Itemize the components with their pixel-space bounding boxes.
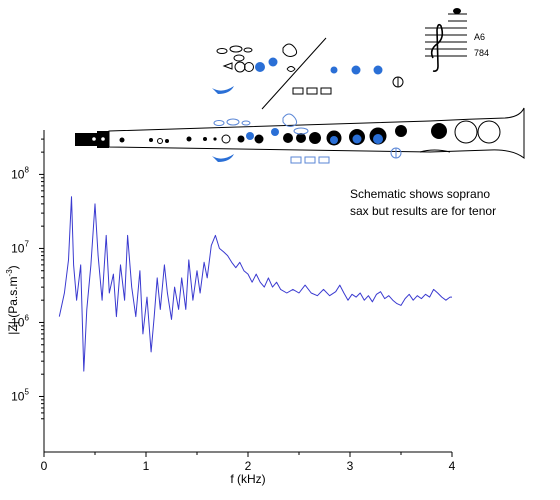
y-tick-exponent: 7	[24, 239, 29, 248]
y-tick-label: 108	[11, 165, 29, 181]
octave-key-lower	[212, 154, 234, 162]
note-head-icon	[453, 8, 461, 14]
diagonal-divider	[261, 37, 327, 110]
x-tick-label: 2	[245, 459, 252, 473]
reference-keys	[213, 113, 402, 164]
x-tick-label: 0	[41, 459, 48, 473]
key-blue-3	[330, 66, 338, 74]
key-blue-1	[255, 62, 265, 72]
y-tick-exponent: 5	[24, 387, 29, 396]
y-axis-title: |Z| (Pa.s.m-3)	[5, 265, 20, 334]
annotation-line-1: Schematic shows soprano	[350, 187, 490, 201]
staff-lines	[425, 13, 467, 57]
y-tick-label: 106	[11, 313, 29, 329]
x-tick-label: 4	[449, 459, 456, 473]
note-frequency: 784	[474, 48, 489, 58]
y-tick-base: 10	[11, 241, 25, 255]
impedance-line	[58, 196, 452, 372]
plot-area	[58, 196, 452, 372]
x-axis-title: f (kHz)	[230, 472, 265, 486]
y-tick-base: 10	[11, 167, 25, 181]
note-name: A6	[474, 32, 485, 42]
x-tick-label: 1	[143, 459, 150, 473]
mouthpiece	[75, 131, 109, 148]
annotation-line-2: sax but results are for tenor	[350, 204, 496, 218]
sax-schematic	[75, 37, 525, 164]
y-tick-exponent: 6	[24, 313, 29, 322]
sax-body	[108, 107, 525, 159]
tone-holes	[119, 120, 501, 146]
fingering-diagram	[216, 43, 404, 95]
y-tick-label: 107	[11, 239, 29, 255]
y-tick-base: 10	[11, 315, 25, 329]
y-tick-label: 105	[11, 387, 29, 403]
key-blue-4	[351, 65, 361, 75]
key-blue-2	[268, 57, 278, 67]
y-tick-exponent: 8	[24, 165, 29, 174]
bell-keyguard	[419, 149, 451, 153]
y-tick-base: 10	[11, 389, 25, 403]
key-blue-5	[373, 65, 383, 75]
axis-ticks	[39, 138, 453, 457]
treble-clef-icon	[430, 23, 444, 72]
x-tick-label: 3	[347, 459, 354, 473]
note-panel: A6 784	[425, 8, 489, 72]
octave-key-upper	[212, 86, 234, 94]
